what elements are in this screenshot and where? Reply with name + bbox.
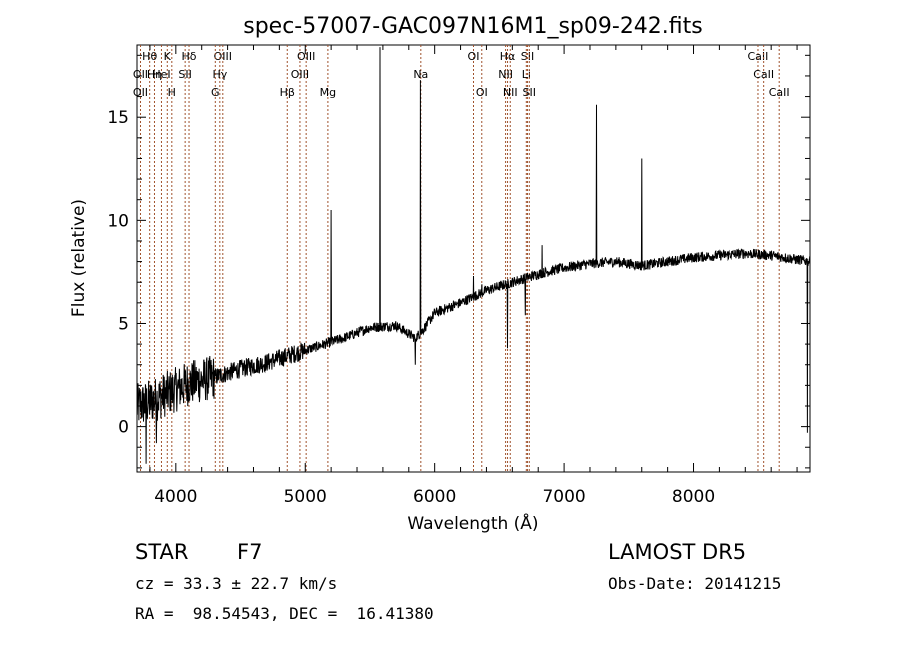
line-marker-label: H bbox=[168, 86, 176, 99]
line-marker-label: OI bbox=[476, 86, 488, 99]
line-marker-label: HeI bbox=[152, 68, 170, 81]
line-marker-label: NII bbox=[503, 86, 518, 99]
axes: 4000 5000 6000 7000 8000 0 5 10 15 bbox=[107, 45, 810, 507]
x-axis-label: Wavelength (Å) bbox=[407, 512, 538, 534]
line-marker-label: SII bbox=[523, 86, 536, 99]
line-marker-label: Hθ bbox=[142, 50, 157, 63]
coordinates-readout: RA = 98.54543, DEC = 16.41380 bbox=[135, 604, 434, 623]
object-subclass-label: F7 bbox=[237, 540, 263, 564]
spectrum-line bbox=[136, 47, 811, 464]
line-marker-label: Hα bbox=[500, 50, 516, 63]
y-tick-label: 15 bbox=[107, 108, 129, 128]
line-marker-label: G bbox=[211, 86, 220, 99]
line-marker-label: CaII bbox=[769, 86, 790, 99]
line-marker-label: CaII bbox=[753, 68, 774, 81]
object-class-label: STAR bbox=[135, 540, 189, 564]
line-marker-label: CaII bbox=[748, 50, 769, 63]
line-marker-label: SII bbox=[521, 50, 534, 63]
line-marker-label: Hγ bbox=[212, 68, 227, 81]
y-tick-label: 5 bbox=[118, 314, 129, 334]
line-marker-label: Hβ bbox=[280, 86, 295, 99]
line-marker-label: Li bbox=[522, 68, 531, 81]
x-tick-label: 4000 bbox=[154, 487, 197, 507]
observation-date: Obs-Date: 20141215 bbox=[608, 574, 782, 593]
x-tick-label: 5000 bbox=[284, 487, 327, 507]
redshift-readout: cz = 33.3 ± 22.7 km/s bbox=[135, 574, 338, 593]
line-marker-label: Hδ bbox=[182, 50, 197, 63]
line-marker-label: OIII bbox=[291, 68, 309, 81]
chart-title: spec-57007-GAC097N16M1_sp09-242.fits bbox=[243, 14, 703, 39]
x-tick-label: 7000 bbox=[542, 487, 585, 507]
line-marker-label: OII bbox=[133, 86, 148, 99]
line-marker-label: NII bbox=[498, 68, 513, 81]
survey-label: LAMOST DR5 bbox=[608, 540, 747, 564]
line-marker-label: OIII bbox=[297, 50, 315, 63]
line-marker-label: OI bbox=[468, 50, 480, 63]
line-marker-label: OIII bbox=[214, 50, 232, 63]
line-marker-label: Hη bbox=[147, 68, 162, 81]
line-marker-label: Na bbox=[413, 68, 428, 81]
x-tick-label: 8000 bbox=[672, 487, 715, 507]
line-marker-label: SII bbox=[178, 68, 191, 81]
y-tick-label: 10 bbox=[107, 211, 129, 231]
y-tick-label: 0 bbox=[118, 418, 129, 438]
y-axis-label: Flux (relative) bbox=[69, 199, 89, 317]
line-marker-label: Mg bbox=[320, 86, 336, 99]
x-tick-label: 6000 bbox=[413, 487, 456, 507]
line-marker-label: K bbox=[164, 50, 172, 63]
